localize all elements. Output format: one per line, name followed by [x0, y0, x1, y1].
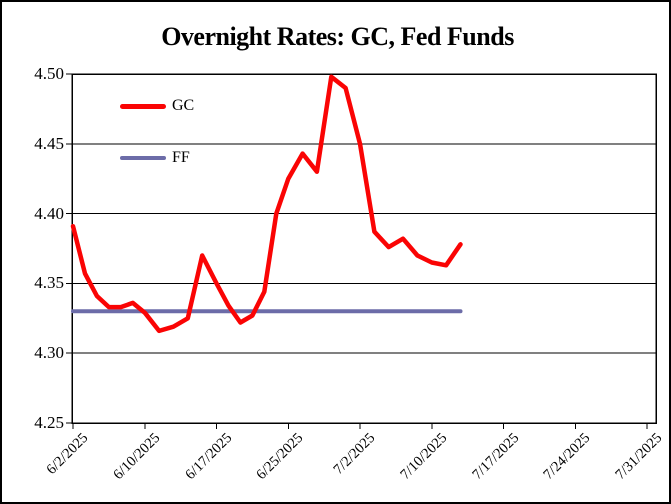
y-axis-tick-label: 4.45: [34, 133, 64, 153]
legend-item-gc: GC: [120, 98, 194, 114]
ff-line-swatch: [120, 155, 166, 161]
series-line-gc: [70, 74, 463, 334]
legend-label-gc: GC: [172, 97, 195, 114]
chart-title: Overnight Rates: GC, Fed Funds: [161, 22, 514, 51]
y-axis-tick-label: 4.30: [34, 343, 64, 363]
y-axis-tick-label: 4.25: [34, 413, 64, 432]
plot-frame: [71, 73, 657, 424]
y-axis-tick-label: 4.50: [34, 64, 64, 83]
y-axis-tick-label: 4.35: [34, 273, 64, 293]
gc-line-swatch: [120, 103, 166, 109]
y-axis-tick-label: 4.40: [34, 203, 64, 223]
legend-label-ff: FF: [172, 149, 190, 166]
legend-item-ff: FF: [120, 150, 190, 166]
